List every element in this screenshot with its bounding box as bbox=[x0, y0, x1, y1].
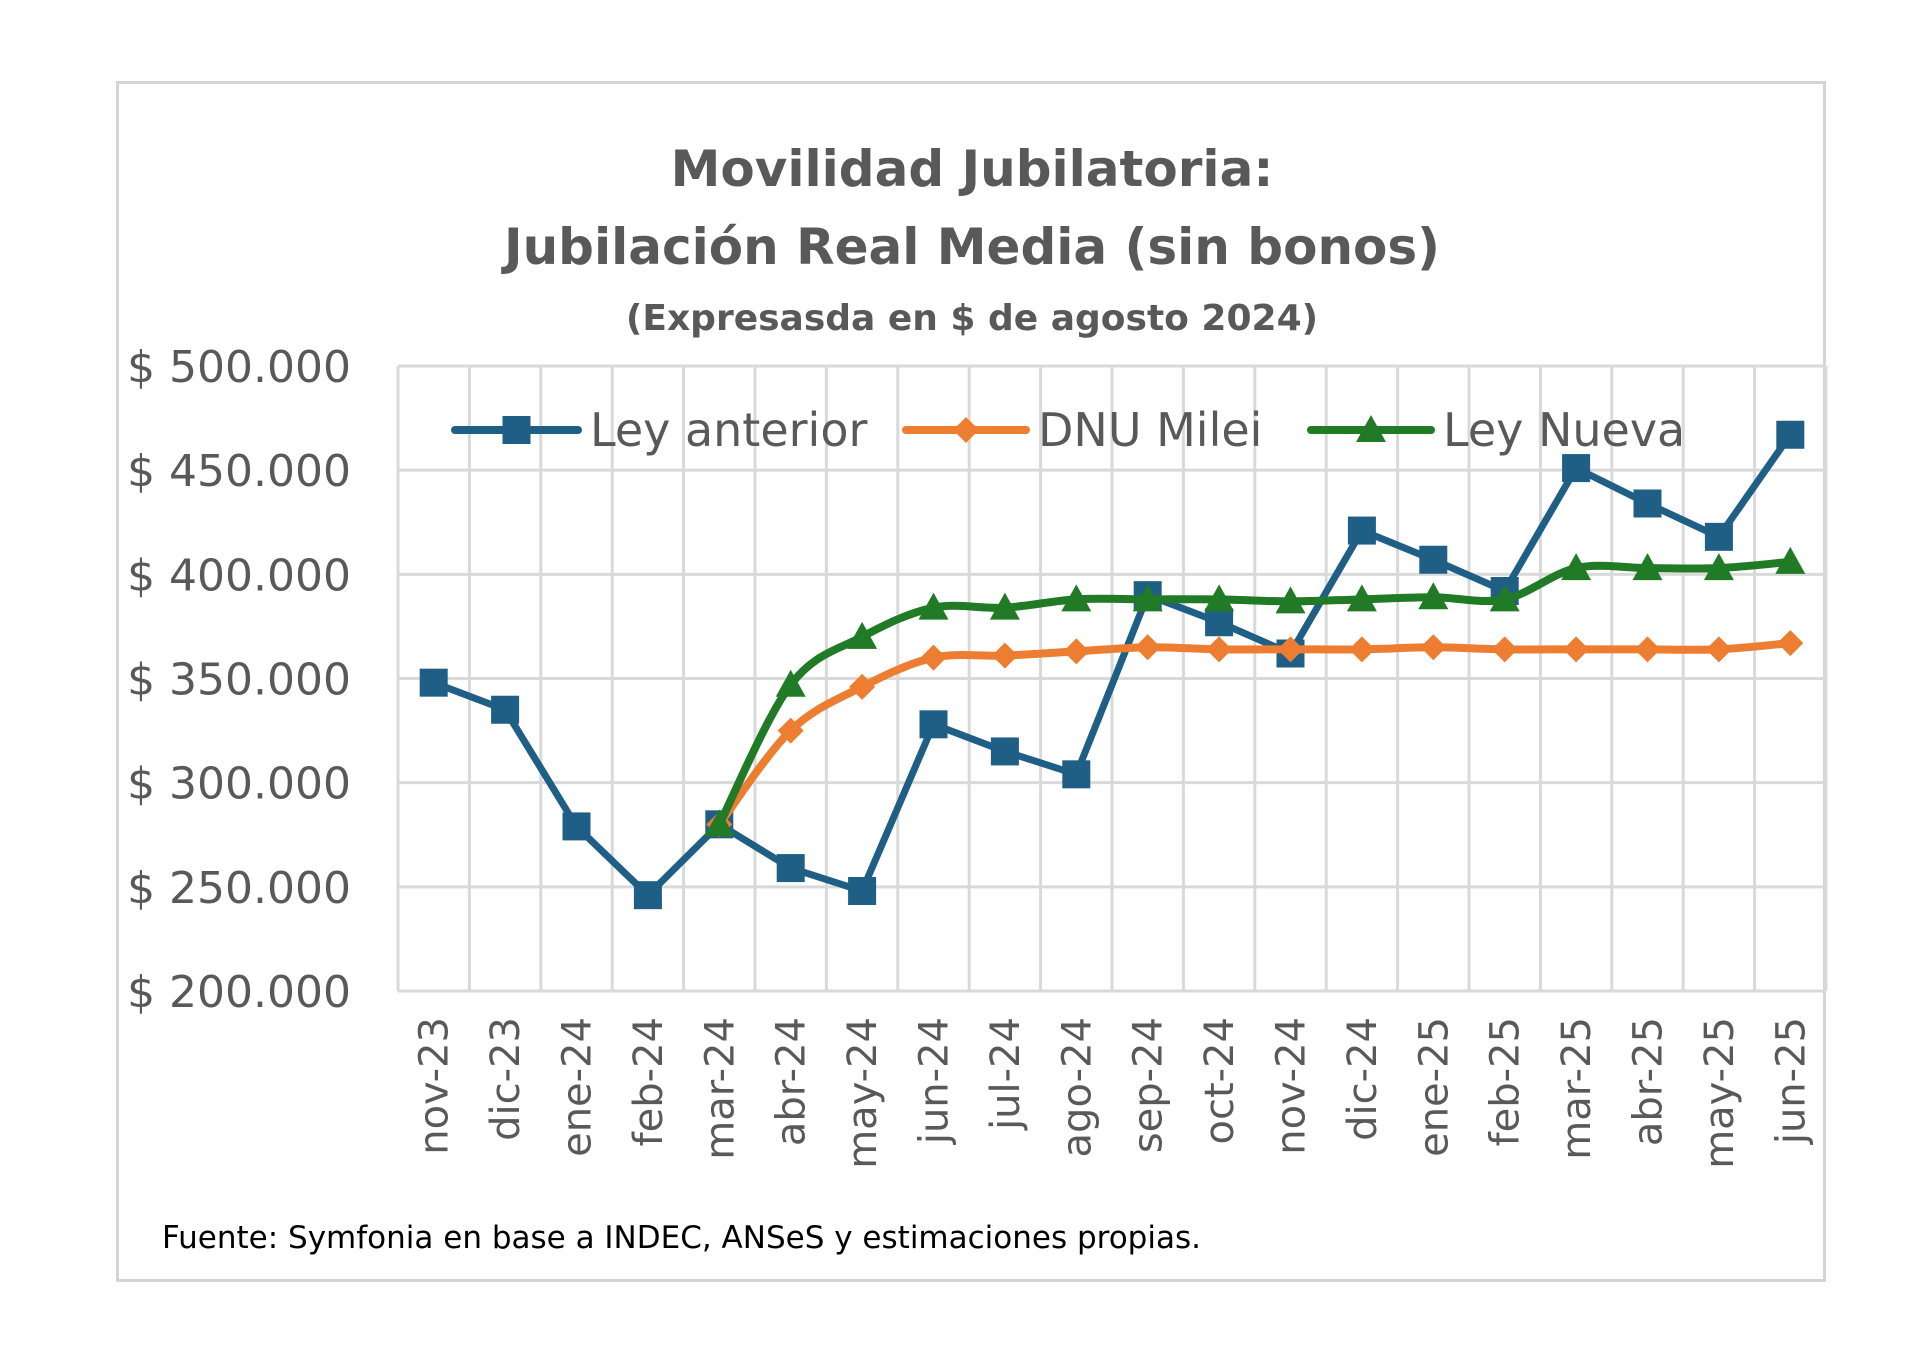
data-point bbox=[775, 669, 806, 697]
y-tick-label: $ 450.000 bbox=[127, 446, 351, 497]
y-tick-label: $ 250.000 bbox=[127, 863, 351, 914]
x-tick-label: ene-25 bbox=[1411, 1017, 1457, 1157]
data-point bbox=[1132, 584, 1163, 612]
data-point bbox=[491, 695, 520, 724]
legend-label: Ley anterior bbox=[590, 403, 867, 457]
series-line bbox=[715, 639, 1795, 829]
data-point bbox=[1420, 634, 1447, 661]
x-tick-label: jun-25 bbox=[1768, 1017, 1814, 1145]
data-point bbox=[1134, 634, 1161, 661]
series-layer bbox=[419, 420, 1806, 910]
data-point bbox=[1561, 553, 1592, 581]
legend-label: DNU Milei bbox=[1038, 403, 1262, 457]
data-point bbox=[1562, 454, 1591, 483]
x-tick-label: ene-24 bbox=[555, 1017, 601, 1157]
data-point bbox=[1775, 546, 1806, 574]
legend-label: Ley Nueva bbox=[1443, 403, 1685, 457]
data-point bbox=[1275, 586, 1306, 614]
data-point bbox=[1204, 584, 1235, 612]
data-point bbox=[1277, 636, 1304, 663]
data-point bbox=[1347, 516, 1376, 545]
data-point bbox=[1703, 553, 1734, 581]
x-tick-label: abr-25 bbox=[1626, 1017, 1672, 1146]
data-point bbox=[704, 809, 735, 837]
x-tick-label: sep-24 bbox=[1126, 1017, 1172, 1153]
x-tick-label: mar-24 bbox=[697, 1017, 743, 1160]
data-point bbox=[1348, 636, 1375, 663]
y-tick-label: $ 500.000 bbox=[127, 342, 351, 393]
x-axis: nov-23 dic-23 ene-24 feb-24 mar-24 abr-24 may-… bbox=[412, 1017, 1815, 1169]
y-tick-label: $ 350.000 bbox=[127, 655, 351, 706]
y-axis: $ 200.000 $ 250.000 $ 300.000 $ 350.000 $ 40… bbox=[127, 342, 351, 1018]
data-point bbox=[1633, 489, 1662, 518]
chart-subtitle: Jubilación Real Media (sin bonos) bbox=[501, 218, 1440, 276]
data-point bbox=[1563, 636, 1590, 663]
y-tick-label: $ 400.000 bbox=[127, 550, 351, 601]
legend-marker bbox=[502, 416, 531, 444]
legend-marker bbox=[1356, 415, 1386, 442]
x-tick-label: dic-23 bbox=[483, 1017, 529, 1141]
data-point bbox=[1062, 760, 1091, 789]
data-point bbox=[991, 642, 1018, 669]
y-tick-label: $ 200.000 bbox=[127, 967, 351, 1018]
data-point bbox=[918, 592, 949, 620]
data-point bbox=[1705, 636, 1732, 663]
data-point bbox=[419, 668, 448, 697]
data-point bbox=[1634, 636, 1661, 663]
data-point bbox=[1419, 545, 1448, 574]
data-point bbox=[1632, 553, 1663, 581]
legend-item: Ley Nueva bbox=[1307, 403, 1685, 457]
x-tick-label: abr-24 bbox=[769, 1017, 815, 1146]
x-tick-label: jun-24 bbox=[912, 1017, 958, 1145]
data-point bbox=[1418, 582, 1449, 610]
data-point bbox=[848, 877, 877, 905]
x-tick-label: ago-24 bbox=[1054, 1017, 1100, 1157]
x-tick-label: mar-25 bbox=[1554, 1017, 1600, 1160]
data-point bbox=[1776, 420, 1805, 449]
data-point bbox=[1346, 584, 1377, 612]
x-tick-label: oct-24 bbox=[1197, 1017, 1243, 1144]
x-tick-label: may-24 bbox=[840, 1017, 886, 1169]
legend-item: DNU Milei bbox=[902, 403, 1262, 457]
data-point bbox=[1489, 584, 1520, 612]
data-point bbox=[1206, 636, 1233, 663]
data-point bbox=[920, 644, 947, 671]
data-point bbox=[777, 717, 804, 744]
series-ley-nueva bbox=[704, 546, 1806, 837]
chart-title: Movilidad Jubilatoria: bbox=[671, 140, 1274, 198]
legend: Ley anterior DNU Milei Ley Nueva bbox=[451, 403, 1685, 457]
data-point bbox=[1205, 608, 1234, 637]
x-tick-label: feb-25 bbox=[1483, 1017, 1529, 1146]
data-point bbox=[849, 673, 876, 700]
data-point bbox=[989, 592, 1020, 620]
x-tick-label: feb-24 bbox=[626, 1017, 672, 1146]
x-tick-label: dic-24 bbox=[1340, 1017, 1386, 1141]
x-tick-label: nov-24 bbox=[1269, 1017, 1315, 1155]
data-point bbox=[1491, 636, 1518, 663]
data-point bbox=[1063, 638, 1090, 665]
data-point bbox=[847, 621, 878, 649]
data-point bbox=[633, 881, 662, 910]
series-dnu-milei bbox=[706, 630, 1804, 838]
data-point bbox=[562, 812, 591, 841]
x-tick-label: nov-23 bbox=[412, 1017, 458, 1155]
data-point bbox=[776, 854, 805, 883]
x-tick-label: may-25 bbox=[1697, 1017, 1743, 1169]
data-point bbox=[1777, 630, 1804, 657]
chart-subtitle-units: (Expresasda en $ de agosto 2024) bbox=[626, 298, 1318, 339]
legend-marker bbox=[953, 417, 979, 443]
data-point bbox=[1704, 522, 1733, 551]
data-point bbox=[919, 710, 948, 739]
data-point bbox=[990, 737, 1019, 766]
legend-item: Ley anterior bbox=[451, 403, 867, 457]
x-tick-label: jul-24 bbox=[983, 1017, 1029, 1131]
source-note: Fuente: Symfonia en base a INDEC, ANSeS … bbox=[162, 1220, 1201, 1256]
y-tick-label: $ 300.000 bbox=[127, 759, 351, 810]
data-point bbox=[1061, 584, 1092, 612]
